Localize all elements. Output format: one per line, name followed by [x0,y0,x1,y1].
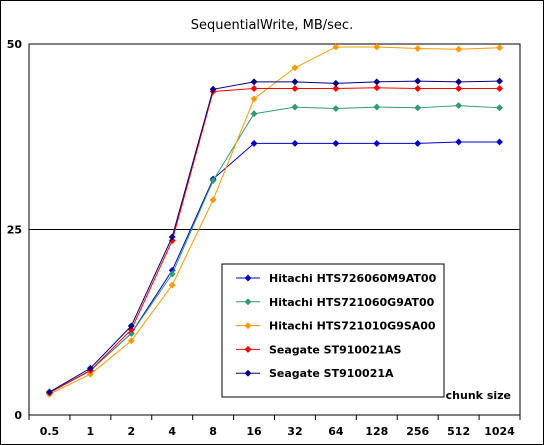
x-tick-label: 1024 [484,425,515,438]
data-point [127,322,135,330]
plot-area: 0 25 50 0.5 1 2 4 8 16 32 64 128 256 512 1024 chunk siz… [7,38,521,438]
legend-label: Hitachi HTS721060G9AT00 [269,296,435,309]
data-point [455,84,463,93]
series-group [45,77,504,396]
data-point [291,78,299,86]
data-point [209,176,217,185]
data-point [168,233,176,241]
data-point [414,139,422,147]
data-point [495,138,504,146]
x-tick-label: 1 [87,425,95,438]
data-point [168,281,176,289]
data-point [209,196,217,204]
data-point [86,370,94,378]
data-point [373,84,381,92]
data-point [495,104,504,112]
legend-label: Hitachi HTS721010G9SA00 [269,320,436,333]
x-tick-label: 2 [127,425,135,438]
data-point [455,45,463,53]
data-point [291,139,299,147]
legend-label: Seagate ST910021A [269,367,394,380]
data-point [332,139,340,147]
series-line [49,105,500,394]
legend-entry: Hitachi HTS721010G9SA00 [236,320,436,333]
x-tick-label: 16 [246,425,262,438]
data-point [168,270,176,278]
series-line [49,46,500,395]
x-tick-label: 64 [328,425,344,438]
legend-box [221,263,445,398]
data-point [86,364,94,372]
data-point [414,44,422,53]
y-tick-label: 25 [7,224,22,237]
data-point [291,64,299,72]
x-tick-label: 8 [209,425,217,438]
data-point [373,43,381,51]
data-point [332,79,340,87]
data-point [414,77,422,85]
data-point [209,85,217,93]
data-point [250,84,258,93]
data-point [332,43,340,51]
legend-swatch-marker [244,298,252,306]
series-group [45,84,504,397]
legend-label: Seagate ST910021AS [269,343,402,356]
legend-swatch-marker [244,322,252,330]
data-point [455,78,463,86]
data-point [332,105,340,113]
legend-swatch-marker [244,369,252,377]
data-point [414,84,422,93]
data-point [250,110,258,118]
legend-entry: Hitachi HTS726060M9AT00 [236,272,437,285]
legend-label: Hitachi HTS726060M9AT00 [269,272,437,285]
x-axis-title: chunk size [446,389,511,402]
data-point [495,84,504,93]
data-point [291,84,299,93]
legend-swatch-marker [244,274,252,282]
legend-entry: Hitachi HTS721060G9AT00 [236,296,435,309]
x-tick-label: 0.5 [40,425,60,438]
data-point [250,78,258,86]
x-tick-label: 128 [365,425,388,438]
y-tick-label: 50 [7,38,23,51]
legend-entry: Seagate ST910021A [236,367,394,380]
data-point [455,102,463,110]
data-point [332,84,340,93]
chart-title: SequentialWrite, MB/sec. [191,18,353,33]
data-point [291,103,299,111]
data-point [414,104,422,112]
series-line [49,87,500,394]
data-point [373,78,381,86]
y-tick-label: 0 [14,409,22,422]
x-tick-label: 256 [406,425,429,438]
data-point [495,77,504,85]
data-point [45,388,54,396]
legend-entry: Seagate ST910021AS [236,343,402,356]
x-tick-label: 4 [168,425,176,438]
data-point [373,103,381,111]
x-tick-label: 512 [447,425,470,438]
data-point [373,139,381,147]
data-point [127,337,135,345]
data-point [455,138,463,146]
data-point [250,95,258,103]
legend-swatch-marker [244,345,252,353]
x-tick-label: 32 [287,425,302,438]
series-line [49,80,500,393]
data-point [250,139,258,147]
data-point [495,44,504,52]
data-point [168,237,176,245]
